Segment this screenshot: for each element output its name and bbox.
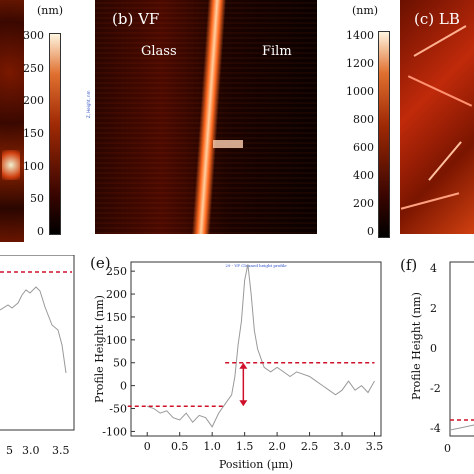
plot-frame-f [449,261,474,437]
e-xlabel: Position (μm) [219,458,293,471]
chart-e-title: 29 - VF Cleaned height profile [225,263,287,268]
colorbar-b-unit: (nm) [352,4,379,17]
e-ytick-label: -50 [109,403,127,416]
colorbar-a [49,33,61,235]
plot-frame-e [130,261,382,437]
afm-image-a [0,0,24,242]
colorbar-a-tick: 250 [23,61,44,75]
f-ytick: 4 [430,262,437,275]
f-xtick: 0 [444,442,451,455]
e-ytick-label: 50 [113,357,127,370]
colorbar-b [378,31,390,238]
colorbar-a-tick: 200 [23,94,44,108]
e-xtick-label: 1.5 [236,440,254,453]
colorbar-a-tick: 150 [23,127,44,140]
colorbar-b-tick: 600 [353,141,374,154]
e-xtick-label: 2.0 [268,440,286,453]
colorbar-a-tick: 300 [23,29,44,42]
f-ytick: -2 [430,382,441,395]
profile-line-d [0,286,67,374]
e-ytick-label: 200 [106,288,127,301]
e-ytick-label: -100 [102,425,127,438]
colorbar-b-tick: 800 [353,113,374,126]
height-arrow-head-bottom [239,400,248,407]
d-xtick-2: 3.5 [52,444,70,457]
afm-image-b [95,0,317,234]
e-ytick-label: 100 [106,334,127,347]
colorbar-b-tick: 400 [353,169,374,182]
d-xtick-left: 5 [6,444,13,457]
panel-b-title: (b) VF [112,10,160,28]
colorbar-a-tick: 0 [37,225,44,238]
e-ylabel: Profile Height (nm) [93,295,106,403]
profile-plot-d [0,255,75,431]
panel-c-title: (c) LB [414,10,460,28]
profile-line-e [147,264,375,428]
colorbar-b-tick: 0 [367,225,374,238]
plot-frame-d [0,255,75,431]
profile-line-f [449,424,474,431]
e-xtick-label: 1.0 [203,440,221,453]
colorbar-b-tick: 1400 [346,29,374,42]
colorbar-b-tick: 200 [353,197,374,210]
f-ylabel: Profile Height (nm) [410,292,423,400]
e-ytick-label: 0 [120,380,127,393]
d-xtick-1: 3.0 [22,444,40,457]
e-ytick-label: 150 [106,311,127,324]
e-xtick-label: 3.0 [333,440,351,453]
colorbar-a-tick: 50 [30,192,44,206]
f-ytick: 0 [430,342,437,355]
e-xtick-label: 0 [144,440,151,453]
f-ytick: -4 [430,422,441,435]
colorbar-a-tick: 100 [23,159,44,173]
afm-image-c [400,0,474,234]
colorbar-b-tick: 1200 [346,57,374,70]
label-glass: Glass [141,44,177,59]
e-xtick-label: 3.5 [366,440,384,453]
e-ytick-label: 250 [106,265,127,278]
e-xtick-label: 0.5 [171,440,189,453]
panel-e-title: (e) [90,254,111,272]
panel-f-title: (f) [400,256,418,274]
colorbar-a-unit: (nm) [37,4,64,17]
colorbar-b-tick: 1000 [346,85,374,98]
f-ytick: 2 [430,302,437,315]
label-film: Film [262,44,292,59]
e-xtick-label: 2.5 [301,440,319,453]
height-arrow-head-top [239,362,248,369]
